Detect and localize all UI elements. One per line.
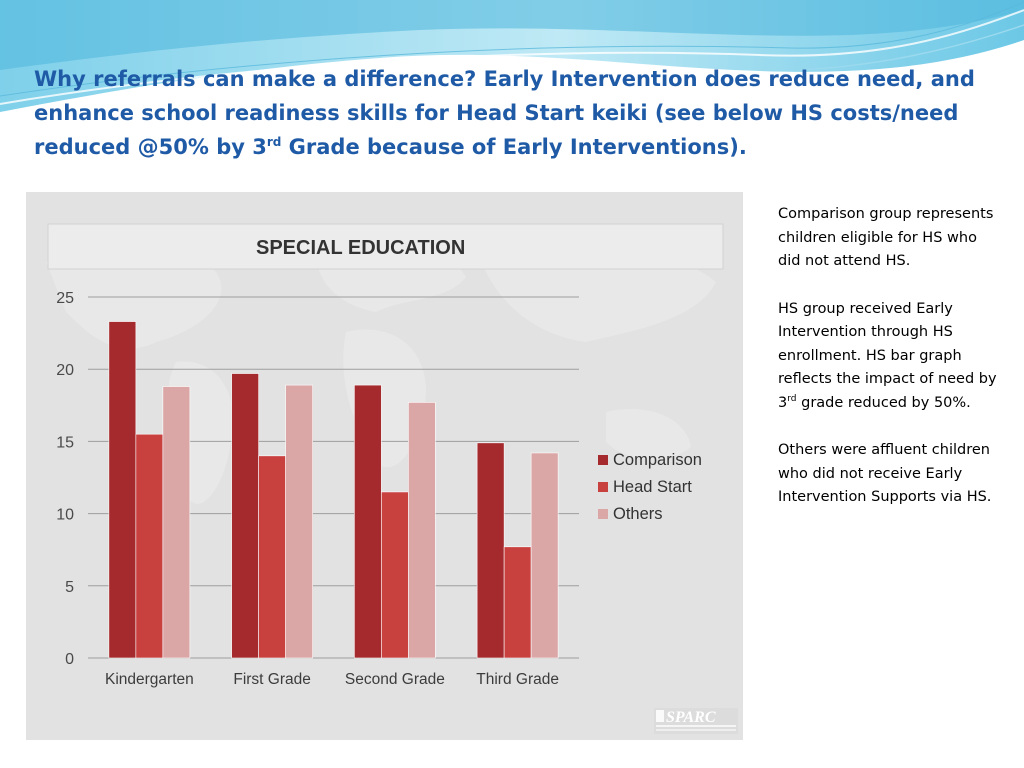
x-tick-label: First Grade <box>233 671 311 688</box>
note-hs-group-text-end: grade reduced by 50%. <box>796 394 971 411</box>
bar-others-second-grade <box>408 402 436 659</box>
chart-panel: SPECIAL EDUCATION 0 5 10 15 20 25 Kindergarte… <box>26 192 743 740</box>
sparc-logo-text: SPARC <box>666 709 716 726</box>
bar-head-start-first-grade <box>258 455 286 659</box>
slide-title-sup: rd <box>266 135 282 149</box>
legend-label-head-start: Head Start <box>613 478 692 496</box>
slide-title: Why referrals can make a difference? Ear… <box>34 62 994 164</box>
sparc-logo: SPARC <box>654 708 738 734</box>
bar-others-first-grade <box>285 384 313 659</box>
note-comparison-group: Comparison group represents children eli… <box>778 206 994 269</box>
slide-title-text: Why referrals can make a difference? Ear… <box>34 67 975 159</box>
x-tick-label: Second Grade <box>345 671 445 688</box>
notes-text: Comparison group represents children eli… <box>778 203 998 534</box>
y-tick-label: 15 <box>56 434 74 451</box>
x-tick-label: Third Grade <box>476 671 559 688</box>
legend-label-others: Others <box>613 505 663 523</box>
note-hs-group: HS group received Early Intervention thr… <box>778 298 998 416</box>
slide-title-text-end: Grade because of Early Interventions). <box>281 135 747 159</box>
legend-swatch-others <box>598 509 608 519</box>
bar-others-third-grade <box>530 452 559 659</box>
legend-swatch-head-start <box>598 482 608 492</box>
y-tick-label: 25 <box>56 290 74 307</box>
y-tick-label: 10 <box>56 507 74 524</box>
note-hs-group-text: HS group received Early Intervention thr… <box>778 300 997 411</box>
bars <box>108 321 559 659</box>
bar-comparison-third-grade <box>476 442 505 659</box>
note-hs-group-sup: rd <box>787 393 797 404</box>
legend-swatch-comparison <box>598 455 608 465</box>
bar-others-kindergarten <box>162 386 191 659</box>
chart-title-box: SPECIAL EDUCATION <box>47 223 724 270</box>
special-education-chart: SPECIAL EDUCATION 0 5 10 15 20 25 Kindergarte… <box>46 223 738 734</box>
note-others: Others were affluent children who did no… <box>778 442 992 505</box>
x-tick-label: Kindergarten <box>105 671 194 688</box>
legend-label-comparison: Comparison <box>613 451 702 469</box>
bar-head-start-kindergarten <box>135 433 164 659</box>
bar-comparison-second-grade <box>354 384 382 659</box>
header-wave-decoration <box>0 0 1024 112</box>
chart-title: SPECIAL EDUCATION <box>256 237 465 259</box>
y-tick-label: 5 <box>65 579 74 596</box>
bar-head-start-second-grade <box>381 491 409 659</box>
bar-comparison-kindergarten <box>108 321 137 659</box>
bar-head-start-third-grade <box>503 546 532 659</box>
x-axis-ticks: Kindergarten First Grade Second Grade Third… <box>105 671 559 688</box>
legend: Comparison Head Start Others <box>598 451 702 523</box>
y-tick-label: 0 <box>65 651 74 668</box>
y-tick-label: 20 <box>56 362 74 379</box>
bar-comparison-first-grade <box>231 373 259 659</box>
y-axis-ticks: 0 5 10 15 20 25 <box>56 290 74 668</box>
